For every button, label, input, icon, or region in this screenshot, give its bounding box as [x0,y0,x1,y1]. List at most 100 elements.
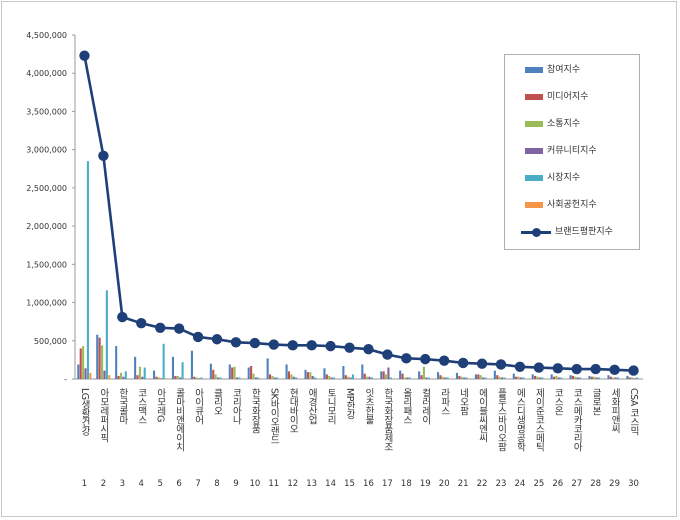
bar-시장지수-27 [579,377,582,379]
bar-참여지수-10 [247,367,250,379]
bar-참여지수-26 [550,374,553,379]
bar-소통지수-30 [631,377,634,379]
bar-참여지수-25 [531,374,534,379]
point-brand-reputation-30 [628,365,639,376]
bar-미디어지수-6 [174,375,177,379]
x-rank-label: 18 [401,479,412,489]
bar-시장지수-16 [370,377,373,379]
x-category-label: 아이큐어 [193,388,204,425]
x-rank-label: 5 [157,479,162,489]
x-category-label: 코스메카코리아 [571,388,582,452]
x-rank-label: 16 [363,479,374,489]
y-tick-label: 3,500,000 [26,107,67,116]
bar-미디어지수-9 [231,367,234,379]
bar-시장지수-17 [389,377,392,379]
x-rank-label: 7 [195,479,200,489]
bar-커뮤니티지수-14 [330,377,333,379]
bar-미디어지수-30 [628,377,631,379]
x-category-label: 코스맥스 [136,388,147,424]
bar-소통지수-3 [119,372,123,379]
bar-미디어지수-19 [420,375,423,379]
bar-미디어지수-8 [212,369,215,379]
x-rank-label: 9 [233,479,238,489]
bar-시장지수-6 [181,362,184,379]
x-category-label: 글로본 [590,388,601,415]
bar-소통지수-25 [536,376,539,379]
x-rank-label: 2 [101,479,106,489]
point-brand-reputation-24 [514,361,526,372]
point-brand-reputation-5 [155,322,166,333]
bar-소통지수-7 [195,377,198,379]
bar-소통지수-12 [290,374,293,379]
bar-시장지수-8 [219,377,222,379]
x-category-label: 한국화장품제조 [382,388,393,451]
x-category-label: 세화피앤씨 [609,388,620,433]
x-category-label: 코스온 [552,388,563,415]
bar-소통지수-24 [517,376,520,379]
bar-미디어지수-16 [363,373,366,379]
x-category-label: 아모레G [155,388,166,422]
bar-참여지수-9 [228,364,231,379]
point-brand-reputation-16 [363,343,374,355]
legend-label: 시장지수 [547,173,581,183]
y-tick-label: 4,500,000 [26,31,67,40]
legend-label: 커뮤니티지수 [547,146,597,156]
bar-커뮤니티지수-30 [633,378,636,379]
bar-커뮤니티지수-8 [217,377,220,379]
x-category-label: 컬러레이 [420,387,431,425]
y-tick-label: 4,000,000 [26,69,67,78]
bar-참여지수-8 [209,363,212,379]
x-rank-label: 28 [590,479,601,489]
bar-미디어지수-25 [534,375,537,379]
bar-참여지수-19 [418,371,421,379]
x-category-label: 잇츠한불 [363,387,374,424]
bar-미디어지수-1 [79,348,82,379]
point-brand-reputation-2 [98,150,109,161]
bar-소통지수-17 [385,374,388,379]
bar-커뮤니티지수-19 [425,377,428,379]
y-tick-label: 1,000,000 [26,299,67,308]
bar-참여지수-14 [323,368,326,379]
bar-참여지수-15 [342,366,345,379]
x-rank-label: 10 [249,479,260,489]
point-brand-reputation-28 [590,363,601,375]
bar-소통지수-11 [271,375,274,379]
bar-커뮤니티지수-12 [292,376,295,379]
bar-참여지수-1 [77,364,80,379]
bar-미디어지수-12 [287,371,291,379]
x-category-label: 콜마비앤에이치 [174,388,185,452]
bar-소통지수-23 [498,376,501,379]
bar-커뮤니티지수-25 [538,377,541,379]
bar-시장지수-4 [143,367,146,379]
point-brand-reputation-6 [173,323,185,334]
x-rank-label: 4 [139,479,144,489]
point-brand-reputation-21 [457,357,469,369]
legend-swatch [525,148,543,154]
x-category-label: 올리패스 [401,388,412,424]
bar-소통지수-9 [233,366,236,379]
x-rank-label: 20 [439,479,450,489]
bar-참여지수-20 [437,372,440,379]
bar-소통지수-13 [309,372,312,379]
x-category-label: 코리아나 [230,388,241,425]
bar-미디어지수-13 [306,372,309,379]
bar-소통지수-19 [422,366,425,379]
bar-참여지수-13 [304,369,307,379]
legend-item: 참여지수 [505,63,639,79]
x-rank-label: 26 [552,479,563,489]
bar-미디어지수-21 [458,375,461,379]
point-brand-reputation-15 [344,342,355,353]
x-category-label: 네오팜 [458,388,469,415]
bar-커뮤니티지수-21 [463,377,466,379]
bar-시장지수-21 [465,377,468,379]
x-category-label: 클리오 [212,388,223,415]
legend-swatch [525,67,543,73]
bar-소통지수-14 [328,375,331,379]
x-rank-label: 19 [420,479,431,489]
point-brand-reputation-4 [136,318,147,329]
bar-미디어지수-20 [439,375,442,379]
bar-소통지수-6 [176,375,179,379]
bar-참여지수-22 [474,374,477,379]
bar-커뮤니티지수-5 [160,378,163,379]
legend-item: 미디어지수 [505,90,639,106]
